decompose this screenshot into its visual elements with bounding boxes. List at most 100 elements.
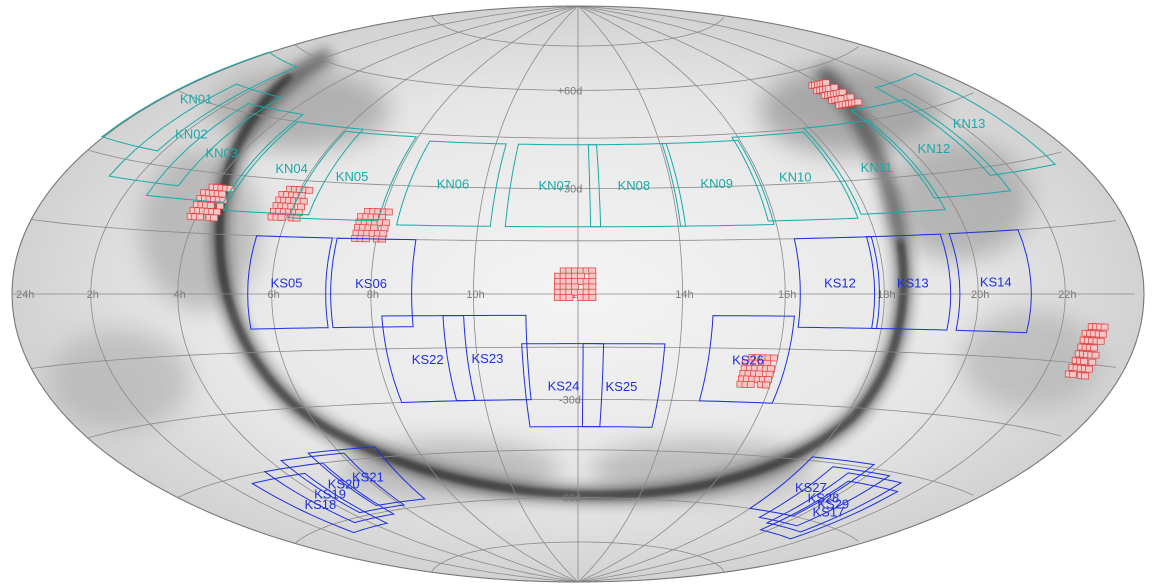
- parallel-line: [294, 44, 859, 91]
- field-boundary-kn05: [288, 130, 418, 222]
- ra-label: 2h: [87, 289, 99, 301]
- field-label-ks26: KS26: [732, 352, 764, 367]
- dec-label: +60d: [558, 85, 583, 97]
- field-boundary-kn11: [802, 119, 947, 215]
- ra-label: 22h: [1058, 289, 1076, 301]
- field-boundary-ks13: [865, 233, 952, 331]
- parallel-line: [87, 399, 1062, 439]
- field-label-ks20: KS20: [328, 476, 360, 491]
- dec-label: -60d: [559, 493, 581, 505]
- grid-labels: 24h22h20h18h16h14h12h10h8h6h4h2h+60d+30d…: [16, 85, 1076, 504]
- tile-cell: [1091, 351, 1100, 359]
- parallel-line: [431, 541, 725, 573]
- tile-cell: [196, 213, 204, 221]
- field-label-kn03: KN03: [205, 145, 238, 160]
- field-label-kn05: KN05: [336, 169, 369, 184]
- ra-label: 6h: [268, 289, 280, 301]
- tile-cell: [846, 93, 855, 101]
- tile-cell: [380, 224, 389, 232]
- ra-label: 4h: [174, 289, 186, 301]
- field-label-ks14: KS14: [980, 274, 1012, 289]
- field-boundary-ks05: [247, 235, 334, 330]
- dec-label: +30d: [558, 184, 583, 196]
- field-boundary-ks21: [307, 446, 426, 507]
- field-boundary-ks26: [698, 315, 795, 404]
- field-boundary-kn02: [108, 83, 283, 187]
- field-boundary-ks20: [279, 452, 406, 514]
- field-label-kn02: KN02: [175, 127, 208, 142]
- tile-group-e: [553, 267, 597, 301]
- ra-label: 16h: [778, 289, 796, 301]
- tile-cell: [1085, 365, 1093, 373]
- tile-cell: [1098, 330, 1107, 338]
- field-boundary-kn04: [222, 121, 365, 216]
- field-label-ks19: KS19: [314, 487, 346, 502]
- field-boundary-ks17: [759, 480, 899, 540]
- field-boundary-kn01: [100, 51, 298, 152]
- field-label-ks25: KS25: [606, 379, 638, 394]
- galactic-plane-core: [216, 73, 906, 498]
- tile-cell: [762, 381, 771, 389]
- field-boundary-ks23: [442, 314, 532, 402]
- south-field-layer: KS05 KS06 KS12 KS13 KS14 KS22 KS23 KS24 KS25 KS26…: [247, 229, 1032, 540]
- field-boundary-ks27: [748, 456, 876, 517]
- ra-label: 10h: [466, 289, 484, 301]
- parallel-line: [177, 90, 974, 139]
- field-label-ks06: KS06: [355, 276, 387, 291]
- tile-cell: [1088, 358, 1097, 366]
- field-label-ks29: KS29: [817, 497, 849, 512]
- field-boundary-ks19: [263, 462, 396, 524]
- field-label-ks13: KS13: [897, 275, 929, 290]
- field-label-kn07: KN07: [538, 178, 571, 193]
- tile-cell: [769, 354, 778, 362]
- field-boundary-kn12: [850, 98, 1012, 199]
- tile-cell: [305, 186, 314, 194]
- tile-cell: [1081, 372, 1089, 380]
- parallel-line: [87, 149, 1062, 189]
- field-label-ks12: KS12: [824, 276, 856, 291]
- tile-cell: [1096, 337, 1105, 345]
- sky-outline: [11, 5, 1145, 583]
- tile-group-f: [736, 354, 778, 389]
- parallel-line: [31, 346, 1117, 369]
- tile-cell: [1080, 358, 1088, 365]
- field-boundary-ks25: [581, 343, 666, 428]
- galactic-dust-clouds: [50, 65, 1100, 500]
- ra-label: 18h: [877, 289, 895, 301]
- field-label-ks23: KS23: [472, 351, 504, 366]
- tile-group-a: [808, 79, 863, 109]
- field-boundary-kn13: [874, 73, 1057, 176]
- field-label-kn08: KN08: [618, 178, 651, 193]
- field-label-kn09: KN09: [700, 176, 733, 191]
- observation-tiles: [186, 79, 1109, 389]
- field-boundary-ks14: [948, 229, 1032, 334]
- tile-group-g: [1064, 323, 1109, 380]
- ra-label: 20h: [971, 289, 989, 301]
- field-label-kn13: KN13: [953, 116, 986, 131]
- ra-label: 24h: [16, 289, 34, 301]
- field-label-kn11: KN11: [861, 160, 893, 175]
- tile-cell: [213, 208, 221, 216]
- field-boundary-kn09: [661, 139, 775, 227]
- ra-label: 14h: [675, 289, 693, 301]
- tile-cell: [299, 198, 308, 205]
- tile-cell: [218, 190, 227, 198]
- tile-cell: [210, 214, 219, 222]
- parallel-line: [431, 15, 725, 47]
- field-label-ks24: KS24: [548, 379, 580, 394]
- tile-cell: [1100, 323, 1109, 331]
- field-label-ks18: KS18: [304, 497, 336, 512]
- tile-cell: [1069, 371, 1077, 378]
- tile-cell: [746, 381, 755, 388]
- field-boundary-kn03: [145, 103, 305, 203]
- tile-cell: [1090, 344, 1098, 352]
- tile-group-d: [186, 183, 235, 222]
- tile-cell: [297, 203, 306, 211]
- field-boundary-ks28: [757, 466, 891, 527]
- field-label-kn04: KN04: [275, 161, 308, 176]
- field-label-ks22: KS22: [412, 352, 444, 367]
- tile-cell: [277, 214, 286, 221]
- field-label-kn10: KN10: [779, 169, 812, 184]
- tile-cell: [838, 88, 847, 96]
